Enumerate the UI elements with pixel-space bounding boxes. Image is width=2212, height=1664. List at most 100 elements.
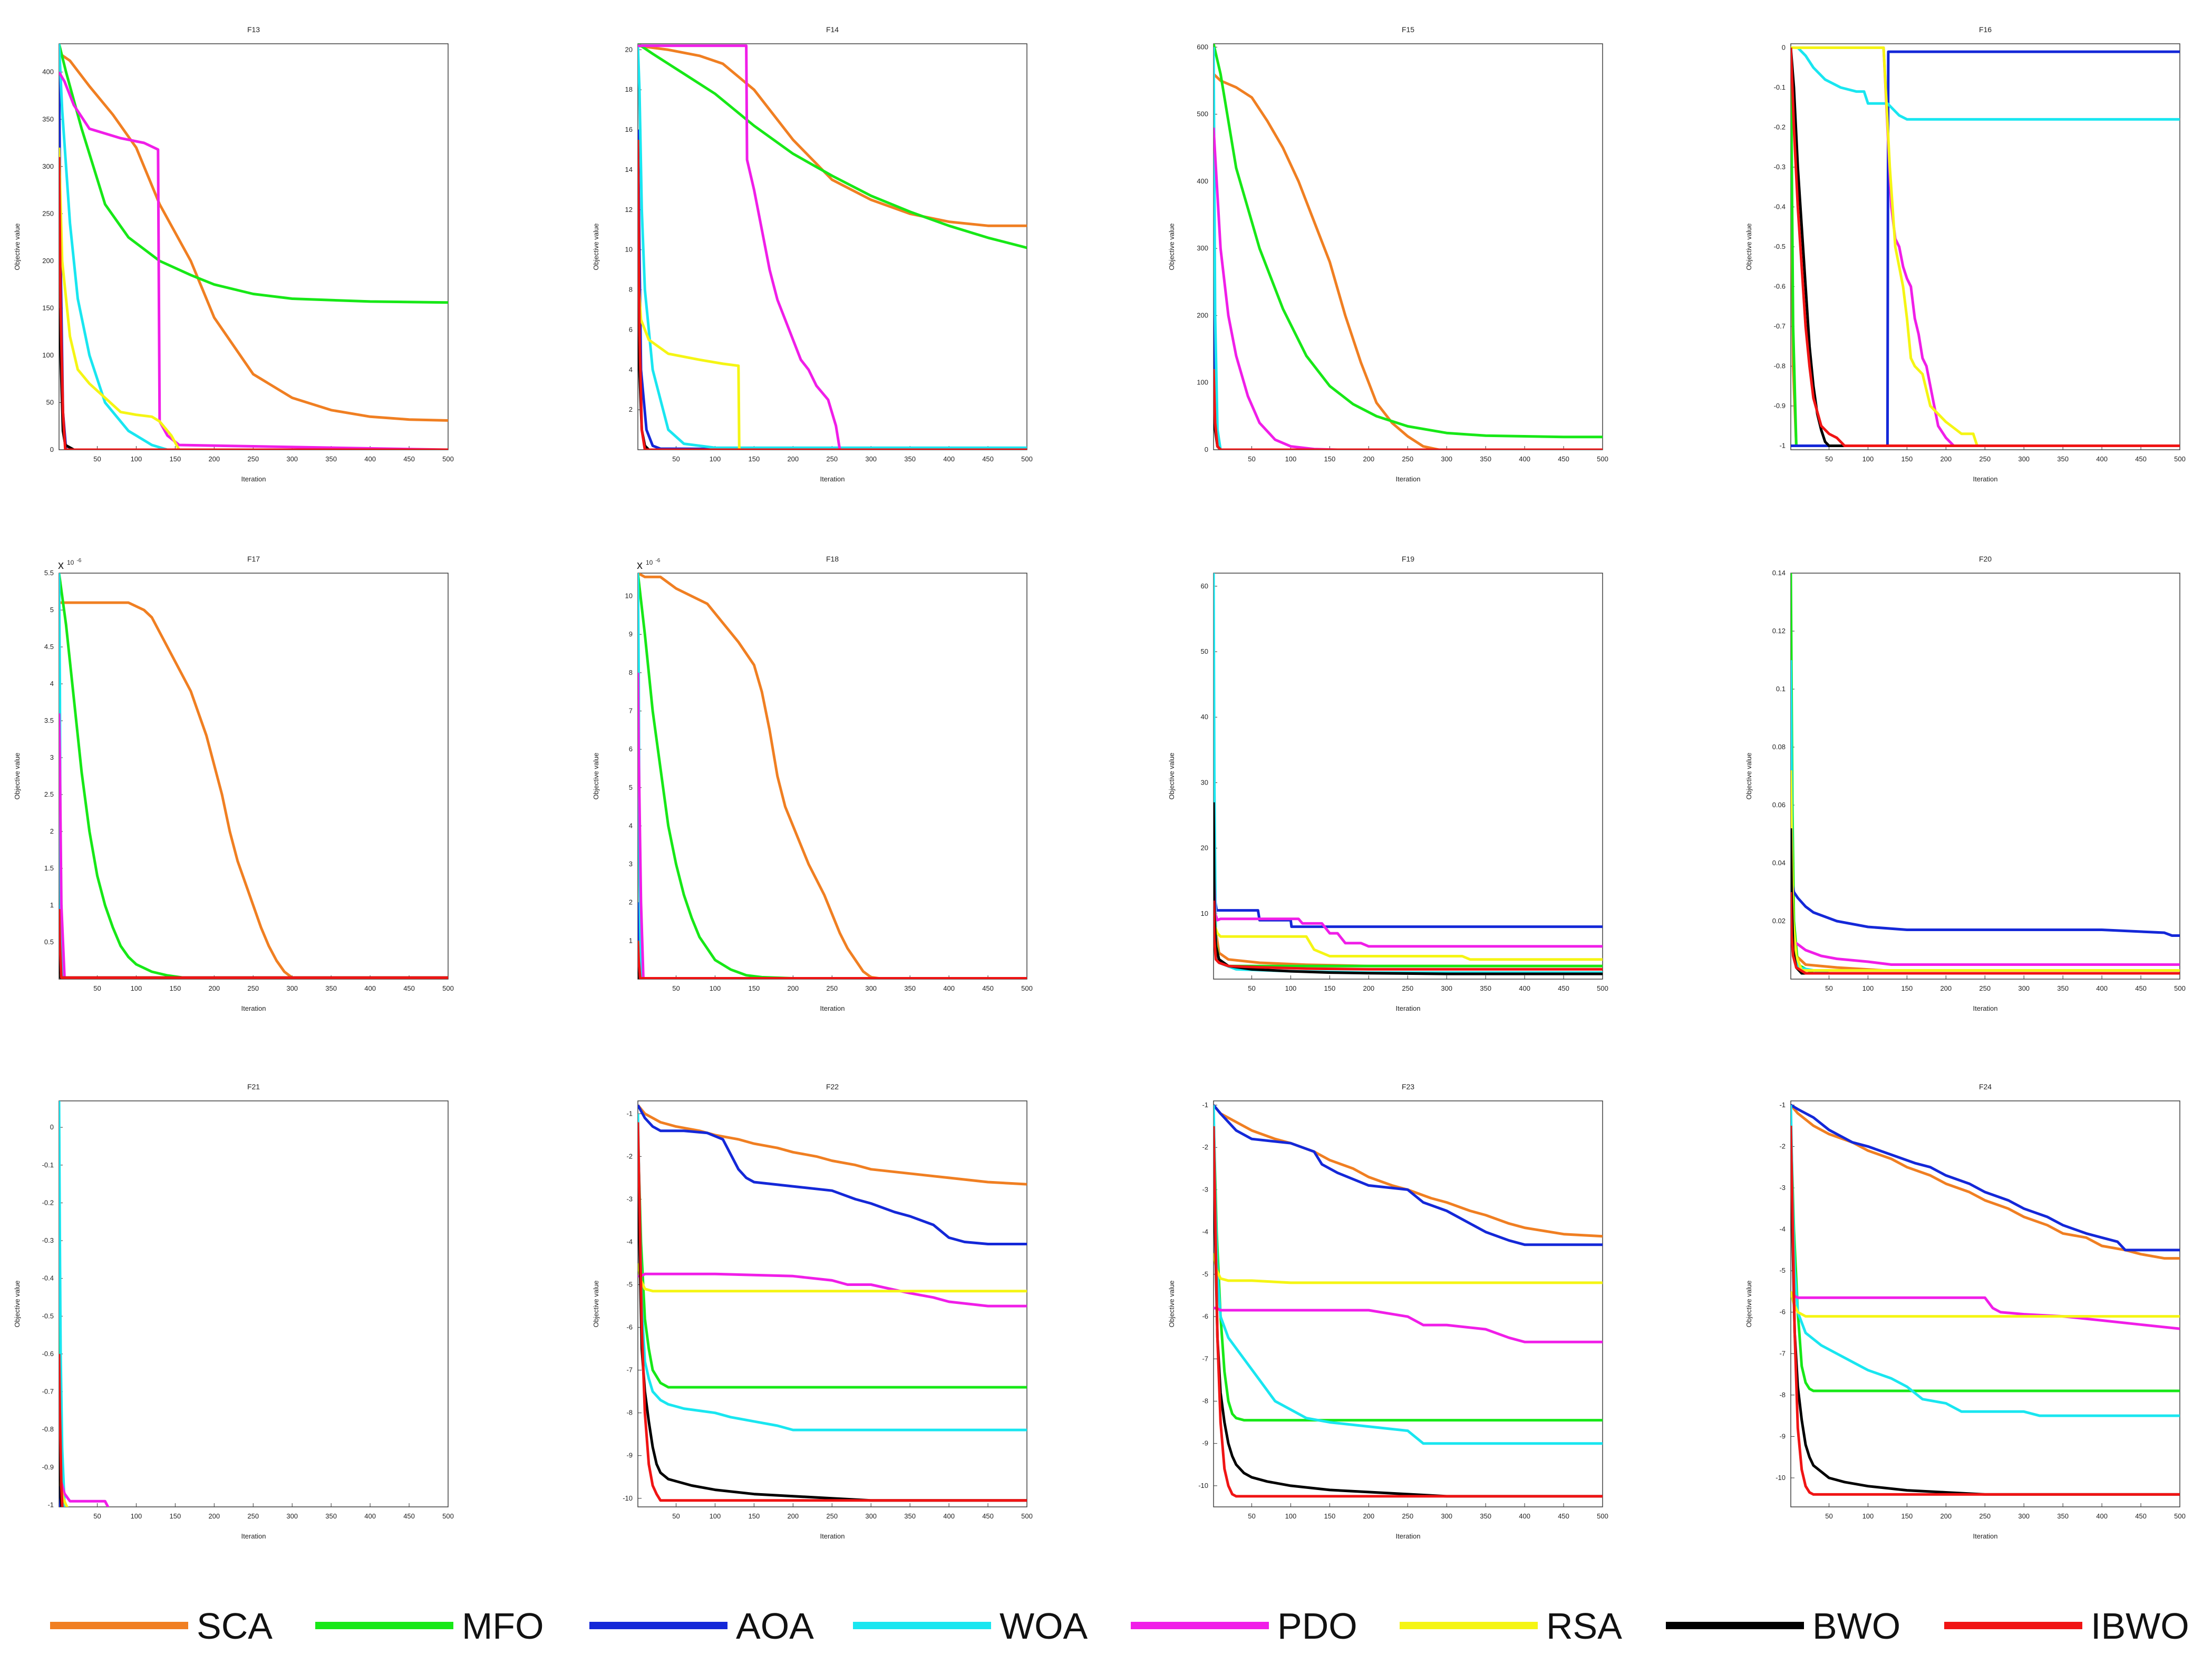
x-axis-label: Iteration [1396, 1004, 1421, 1012]
y-tick-label: -5 [1202, 1270, 1208, 1278]
series-line-sca [1791, 1104, 2180, 1260]
x-tick-label: 100 [131, 1512, 142, 1520]
series-line-ibwo [1791, 892, 2180, 975]
legend-item-pdo: PDO [1131, 1605, 1357, 1647]
x-tick-label: 200 [208, 1512, 220, 1520]
y-tick-label: 7 [629, 707, 633, 715]
y-tick-label: 300 [1197, 244, 1208, 252]
y-tick-label: -7 [626, 1366, 633, 1374]
y-axis-label: Objective value [1745, 224, 1753, 270]
x-tick-label: 200 [1940, 455, 1952, 463]
plot-frame-f19 [1213, 573, 1603, 980]
x-tick-label: 500 [442, 1512, 454, 1520]
y-tick-label: 6 [629, 325, 633, 333]
x-tick-label: 500 [1597, 984, 1608, 992]
y-tick-label: 4 [50, 680, 54, 688]
series-line-ibwo [1791, 47, 2180, 447]
y-tick-label: 0.14 [1772, 569, 1786, 577]
legend-item-woa: WOA [853, 1605, 1088, 1647]
panel-f19: F19 50 100 150 200 250 300 350 400 450 500 10 20 30 40… [1168, 555, 1608, 1012]
x-axis-label: Iteration [820, 1532, 845, 1540]
y-tick-label: -6 [1202, 1312, 1208, 1320]
x-tick-label: 450 [403, 455, 415, 463]
x-tick-label: 50 [672, 984, 680, 992]
y-tick-label: -0.1 [42, 1161, 54, 1169]
x-tick-label: 400 [364, 1512, 376, 1520]
y-tick-label: 200 [42, 257, 54, 265]
y-tick-label: -4 [626, 1237, 633, 1245]
y-tick-label: -3 [626, 1195, 633, 1203]
series-group-f24 [1791, 1104, 2180, 1496]
y-tick-label: -2 [1202, 1143, 1208, 1151]
legend-item-mfo: MFO [315, 1605, 544, 1647]
x-tick-label: 250 [1979, 455, 1991, 463]
y-tick-label: -7 [1202, 1355, 1208, 1362]
y-tick-label: 1 [50, 901, 54, 909]
x-tick-label: 500 [1597, 455, 1608, 463]
y-tick-label: 16 [625, 125, 633, 133]
y-tick-label: -0.4 [1774, 203, 1786, 211]
series-line-woa [638, 1114, 1027, 1431]
series-group-f19 [1214, 573, 1603, 975]
series-line-ibwo [638, 941, 1027, 979]
series-line-pdo [1214, 861, 1603, 948]
series-line-woa [1214, 1105, 1603, 1445]
x-tick-label: 400 [1519, 455, 1530, 463]
x-tick-label: 50 [93, 984, 101, 992]
x-tick-label: 150 [749, 984, 760, 992]
y-tick-label: 5 [629, 783, 633, 791]
x-tick-label: 50 [1248, 455, 1255, 463]
y-tick-label: -1 [47, 1501, 54, 1508]
y-tick-label: 0 [50, 446, 54, 453]
y-tick-label: -0.7 [42, 1388, 54, 1396]
y-tick-label: -3 [1779, 1184, 1786, 1192]
y-tick-label: 200 [1197, 311, 1208, 319]
legend-label: AOA [736, 1605, 814, 1647]
y-tick-label: 2.5 [44, 790, 54, 798]
x-tick-label: 50 [93, 1512, 101, 1520]
y-axis-label: Objective value [13, 224, 21, 270]
y-tick-label: 0.5 [44, 938, 54, 946]
panel-title-f15: F15 [1402, 25, 1414, 34]
series-line-mfo [638, 1135, 1027, 1389]
x-tick-label: 350 [325, 984, 337, 992]
y-tick-label: -0.6 [1774, 282, 1786, 290]
y-tick-label: -2 [1779, 1142, 1786, 1150]
x-axis-label: Iteration [1973, 1532, 1998, 1540]
panel-f17: F17 50 100 150 200 250 300 350 400 450 500 0.5 1 1.5 2… [13, 555, 454, 1012]
y-tick-label: -2 [626, 1152, 633, 1160]
y-tick-label: -0.9 [1774, 402, 1786, 410]
x-tick-label: 250 [247, 455, 259, 463]
series-line-pdo [638, 44, 1027, 450]
series-group-f17 [59, 573, 448, 979]
series-line-mfo [638, 44, 1027, 249]
series-line-sca [1214, 1104, 1603, 1238]
x-tick-label: 500 [1021, 1512, 1033, 1520]
plot-frame-f17 [59, 573, 449, 980]
y-tick-label: -6 [1779, 1308, 1786, 1316]
y-axis-label: Objective value [1745, 753, 1753, 800]
y-axis-label: Objective value [592, 224, 600, 270]
legend: SCA MFO AOA WOA PDO RSA BWO IBWO [50, 1605, 2189, 1647]
x-tick-label: 500 [2174, 455, 2186, 463]
x-tick-label: 400 [2096, 455, 2108, 463]
y-tick-label: 1 [629, 936, 633, 944]
y-tick-label: -1 [1202, 1101, 1208, 1109]
series-group-f18 [638, 573, 1027, 979]
series-line-ibwo [638, 140, 1027, 450]
panel-f23: F23 50 100 150 200 250 300 350 400 450 500 -10 -9 -8 -… [1168, 1082, 1608, 1540]
x-tick-label: 300 [2018, 1512, 2030, 1520]
series-line-rsa [59, 147, 448, 450]
y-tick-label: 9 [629, 630, 633, 638]
x-tick-label: 450 [1558, 455, 1569, 463]
series-line-sca [59, 601, 448, 979]
y-tick-label: 350 [42, 115, 54, 123]
y-tick-label: -10 [1198, 1482, 1208, 1489]
x-tick-label: 300 [2018, 455, 2030, 463]
y-tick-label: -0.8 [42, 1425, 54, 1433]
x-axis-label: Iteration [241, 475, 266, 483]
x-tick-label: 100 [1862, 455, 1874, 463]
x-tick-label: 300 [286, 1512, 298, 1520]
x-tick-label: 300 [1441, 455, 1452, 463]
x-tick-label: 50 [672, 455, 680, 463]
